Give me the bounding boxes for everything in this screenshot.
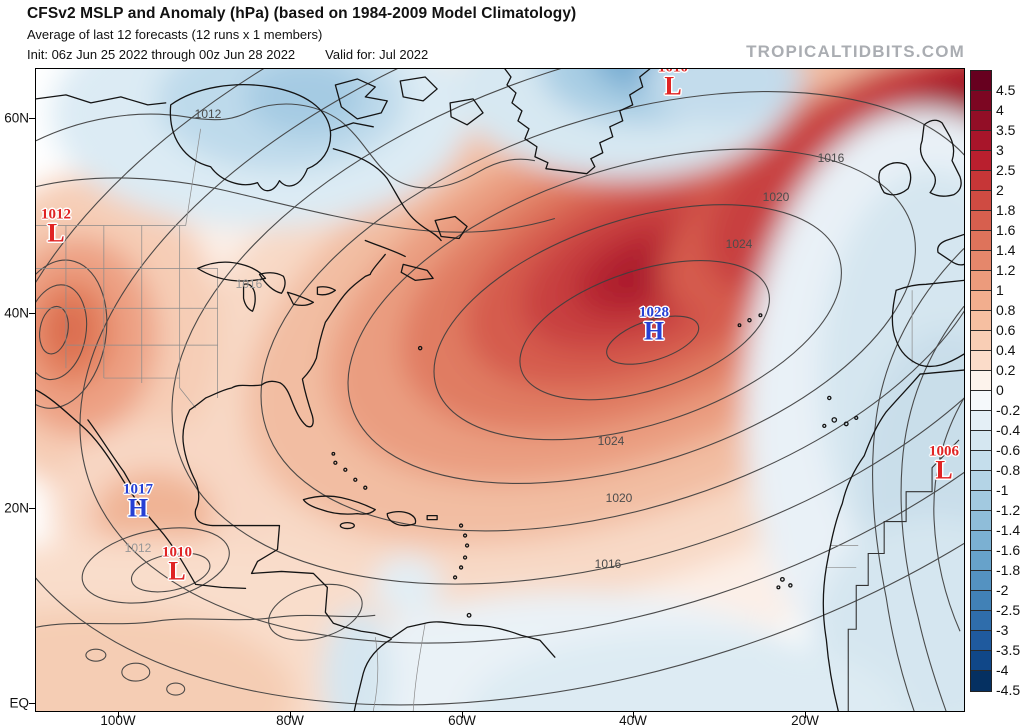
lon-tick-label: 40W	[619, 713, 647, 727]
colorbar-segment	[971, 571, 991, 591]
colorbar-segment	[971, 591, 991, 611]
init-text: Init: 06z Jun 25 2022 through 00z Jun 28…	[27, 47, 296, 62]
colorbar-tick-label: -4.5	[996, 682, 1021, 698]
colorbar-tick-label: 1	[996, 282, 1004, 298]
colorbar-segment	[971, 551, 991, 571]
lon-tick-label: 60W	[448, 713, 476, 727]
colorbar-tick-label: -1.8	[996, 562, 1021, 578]
lon-tick-mark	[289, 712, 291, 718]
colorbar-segment	[971, 491, 991, 511]
lat-tick-mark	[29, 117, 35, 119]
anomaly-shading	[36, 69, 964, 711]
colorbar-tick-label: -1.4	[996, 522, 1021, 538]
colorbar-segment	[971, 671, 991, 691]
colorbar-segment	[971, 291, 991, 311]
watermark: TROPICALTIDBITS.COM	[746, 42, 965, 61]
lat-tick-mark	[29, 507, 35, 509]
init-valid-line: Init: 06z Jun 25 2022 through 00z Jun 28…	[27, 47, 428, 62]
coastlines	[36, 69, 964, 711]
colorbar-segment	[971, 451, 991, 471]
colorbar-segment	[971, 311, 991, 331]
lon-tick-label: 100W	[100, 713, 136, 727]
colorbar-tick-label: -2	[996, 582, 1009, 598]
colorbar-tick-label: 0.2	[996, 362, 1016, 378]
colorbar-tick-label: -3.5	[996, 642, 1021, 658]
lon-tick-mark	[117, 712, 119, 718]
lon-tick-label: 80W	[276, 713, 304, 727]
page-title: CFSv2 MSLP and Anomaly (hPa) (based on 1…	[27, 5, 577, 22]
colorbar-tick-label: 0	[996, 382, 1004, 398]
page-subtitle: Average of last 12 forecasts (12 runs x …	[27, 27, 323, 42]
lon-tick-mark	[632, 712, 634, 718]
colorbar-segment	[971, 391, 991, 411]
colorbar-segment	[971, 211, 991, 231]
colorbar-tick-label: -0.2	[996, 402, 1021, 418]
colorbar-tick-label: 2	[996, 182, 1004, 198]
colorbar-segment	[971, 651, 991, 671]
colorbar-segment	[971, 131, 991, 151]
state-borders	[36, 128, 913, 711]
colorbar-tick-label: -1.6	[996, 542, 1021, 558]
colorbar-segment	[971, 431, 991, 451]
lat-tick-label: EQ	[9, 695, 29, 711]
colorbar-tick-label: 0.8	[996, 302, 1016, 318]
colorbar-tick-label: -0.6	[996, 442, 1021, 458]
colorbar-segment	[971, 511, 991, 531]
colorbar-tick-label: -0.4	[996, 422, 1021, 438]
isobar-contours	[36, 69, 964, 711]
map-canvas: 1010L1012L1028H1017H1010L1006L1012101610…	[35, 68, 965, 712]
colorbar-tick-label: 1.4	[996, 242, 1016, 258]
colorbar-tick-label: -0.8	[996, 462, 1021, 478]
colorbar-segment	[971, 251, 991, 271]
colorbar-tick-label: 1.2	[996, 262, 1016, 278]
lon-tick-mark	[804, 712, 806, 718]
colorbar-tick-label: -3	[996, 622, 1009, 638]
colorbar-segment	[971, 371, 991, 391]
colorbar-segment	[971, 171, 991, 191]
map-art	[36, 69, 964, 711]
lat-tick-label: 60N	[4, 110, 29, 126]
colorbar-segment	[971, 111, 991, 131]
lat-tick-label: 20N	[4, 500, 29, 516]
colorbar-tick-label: -2.5	[996, 602, 1021, 618]
colorbar-segment	[971, 631, 991, 651]
valid-text: Valid for: Jul 2022	[325, 47, 429, 62]
colorbar-segment	[971, 71, 991, 91]
colorbar-segment	[971, 331, 991, 351]
colorbar-tick-label: 4	[996, 102, 1004, 118]
colorbar-tick-label: 0.4	[996, 342, 1016, 358]
colorbar-segment	[971, 611, 991, 631]
colorbar-tick-label: -4	[996, 662, 1009, 678]
colorbar-segment	[971, 271, 991, 291]
colorbar	[970, 70, 992, 692]
colorbar-segment	[971, 471, 991, 491]
colorbar-segment	[971, 231, 991, 251]
lon-tick-label: 20W	[791, 713, 819, 727]
lat-tick-mark	[29, 312, 35, 314]
colorbar-tick-label: 3	[996, 142, 1004, 158]
colorbar-segment	[971, 411, 991, 431]
colorbar-tick-label: 1.8	[996, 202, 1016, 218]
africa-border-steps	[847, 439, 960, 711]
colorbar-tick-label: -1	[996, 482, 1009, 498]
colorbar-tick-label: -1.2	[996, 502, 1021, 518]
lat-tick-label: 40N	[4, 305, 29, 321]
colorbar-segment	[971, 351, 991, 371]
colorbar-segment	[971, 531, 991, 551]
colorbar-tick-label: 4.5	[996, 82, 1016, 98]
lat-tick-mark	[29, 702, 35, 704]
colorbar-segment	[971, 151, 991, 171]
colorbar-tick-label: 1.6	[996, 222, 1016, 238]
colorbar-tick-label: 0.6	[996, 322, 1016, 338]
lon-tick-mark	[461, 712, 463, 718]
colorbar-tick-label: 2.5	[996, 162, 1016, 178]
colorbar-tick-label: 3.5	[996, 122, 1016, 138]
colorbar-segment	[971, 91, 991, 111]
colorbar-segment	[971, 191, 991, 211]
